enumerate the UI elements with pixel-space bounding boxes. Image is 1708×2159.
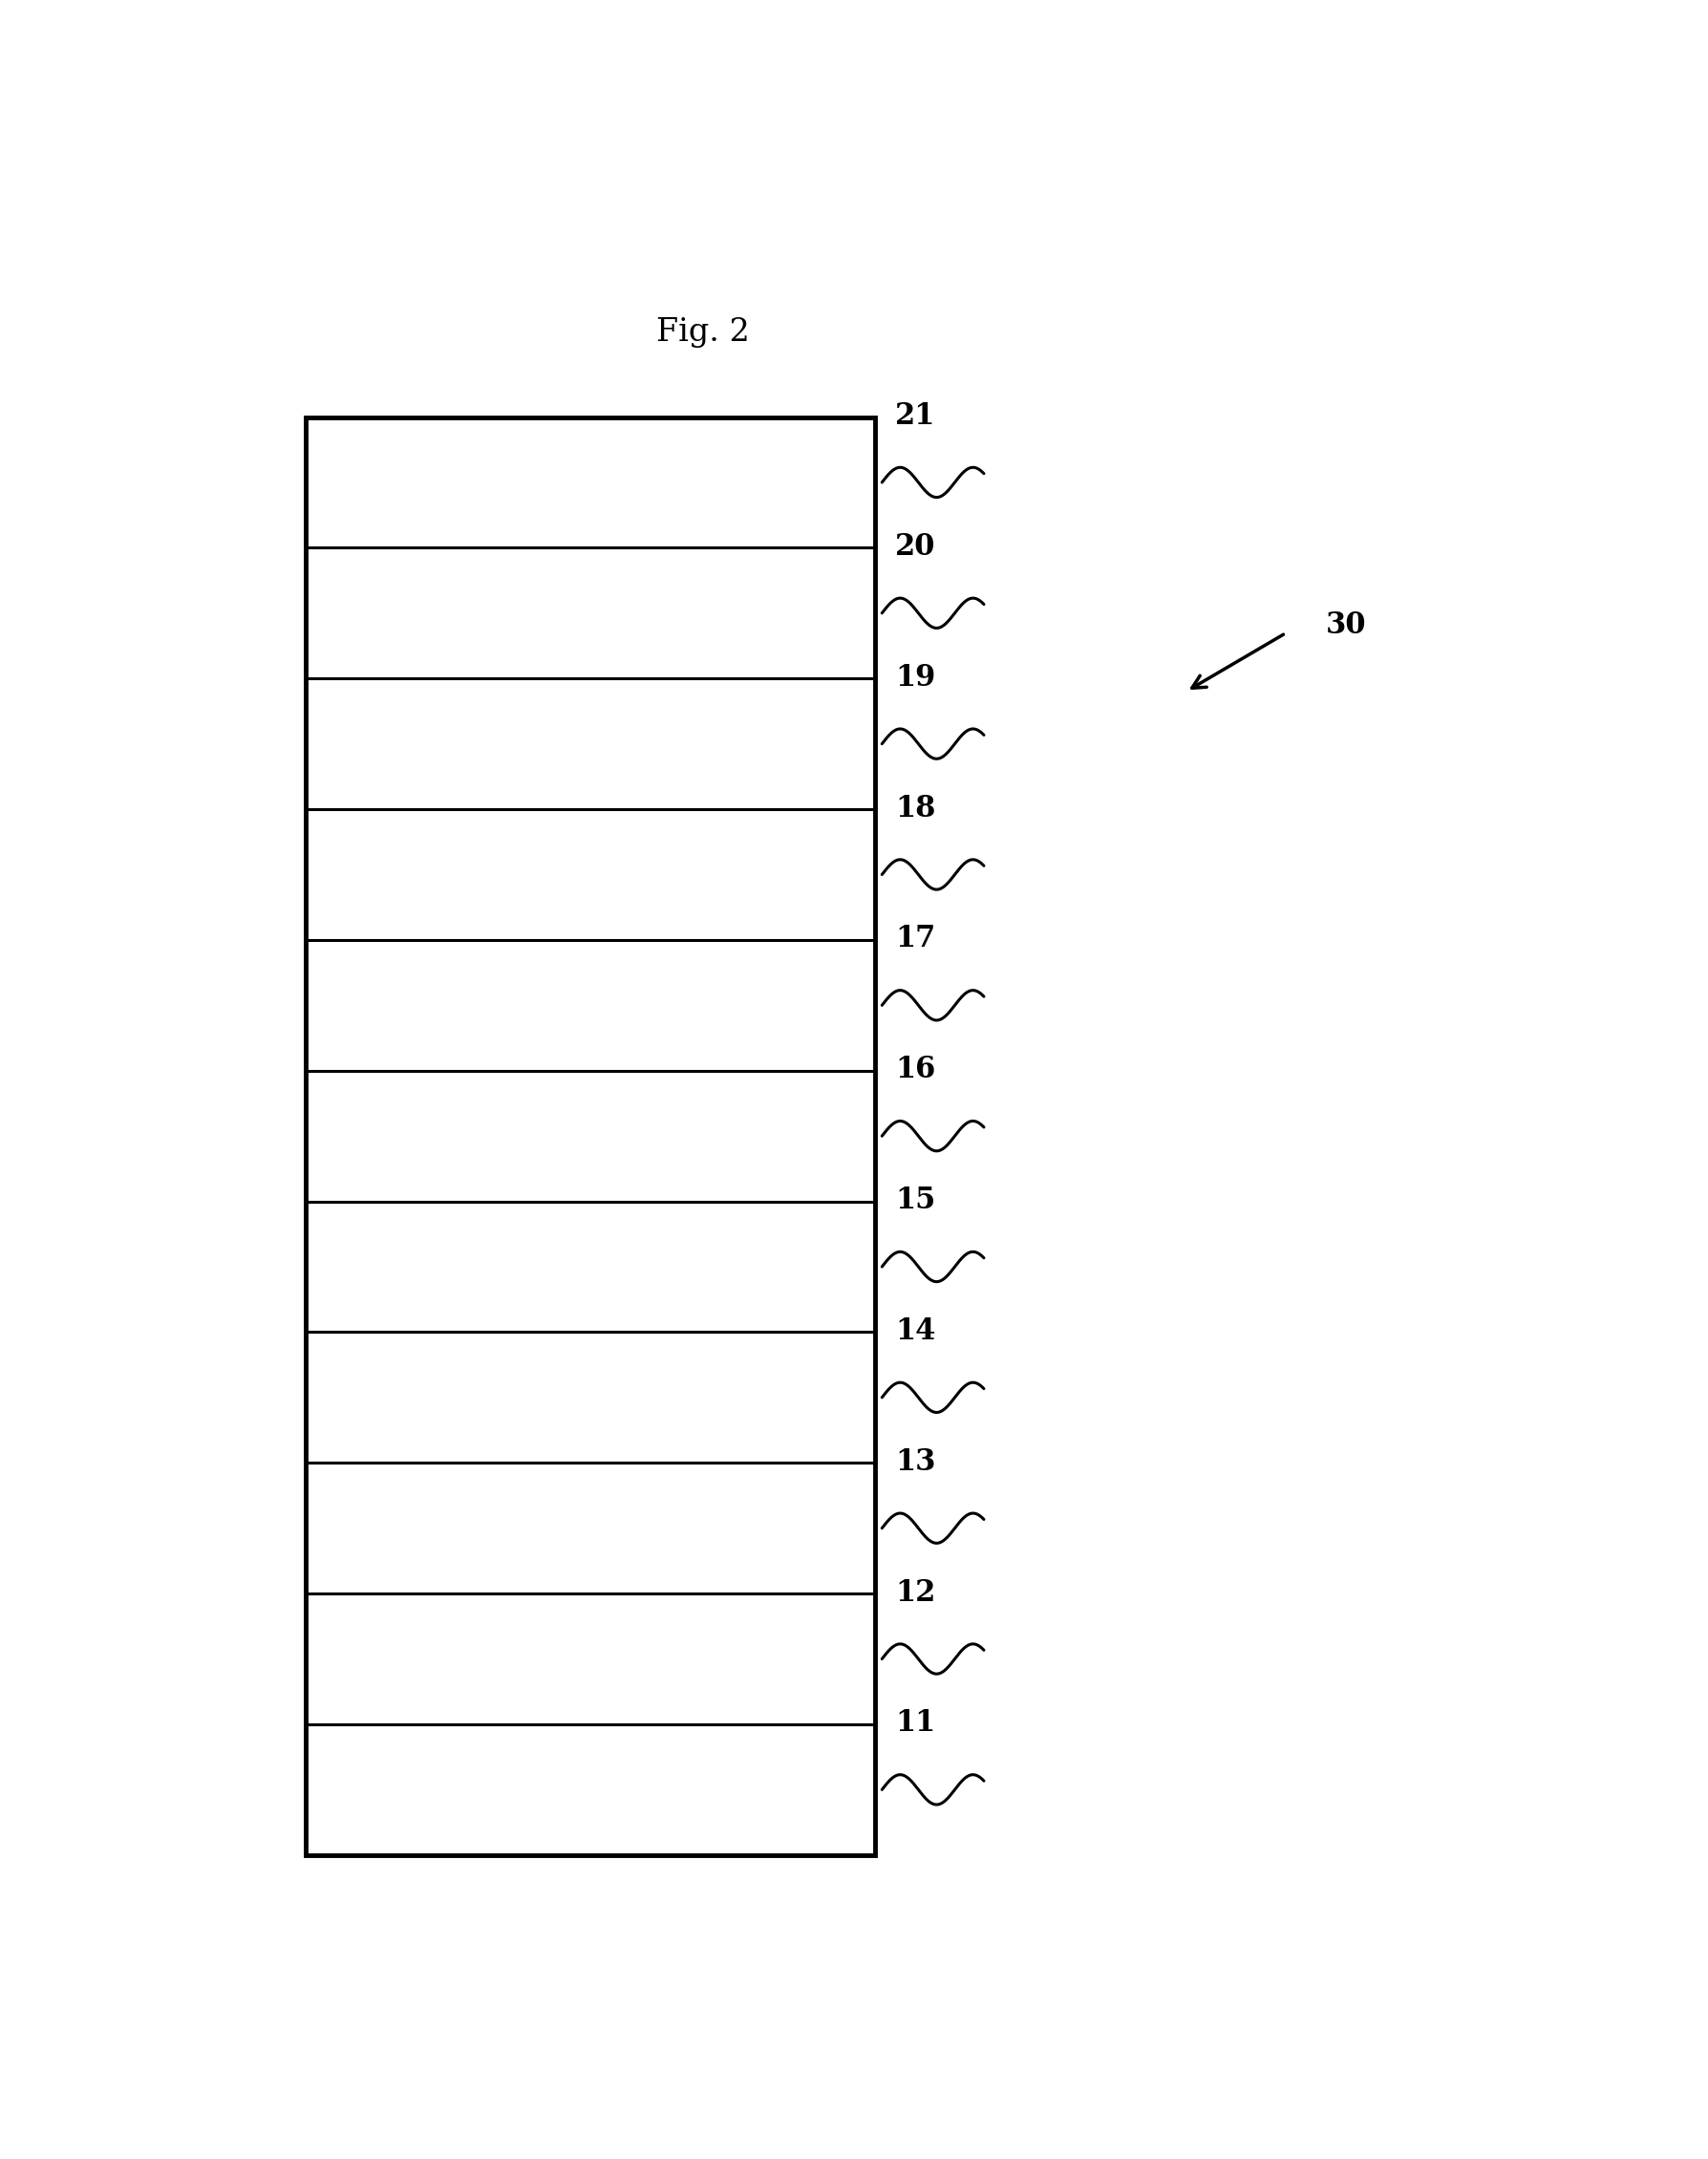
Text: 16: 16 bbox=[895, 1056, 936, 1084]
Text: 11: 11 bbox=[895, 1708, 936, 1738]
Text: 13: 13 bbox=[895, 1447, 936, 1477]
Text: Fig. 2: Fig. 2 bbox=[656, 317, 750, 348]
Text: 15: 15 bbox=[895, 1185, 936, 1216]
Text: 18: 18 bbox=[895, 792, 936, 823]
Text: 12: 12 bbox=[895, 1578, 936, 1608]
Text: 20: 20 bbox=[895, 531, 936, 561]
Text: 21: 21 bbox=[895, 402, 936, 432]
Text: 14: 14 bbox=[895, 1317, 936, 1345]
Bar bbox=[306, 417, 874, 1855]
Text: 30: 30 bbox=[1325, 611, 1366, 639]
Text: 17: 17 bbox=[895, 924, 936, 954]
Text: 19: 19 bbox=[895, 663, 936, 693]
